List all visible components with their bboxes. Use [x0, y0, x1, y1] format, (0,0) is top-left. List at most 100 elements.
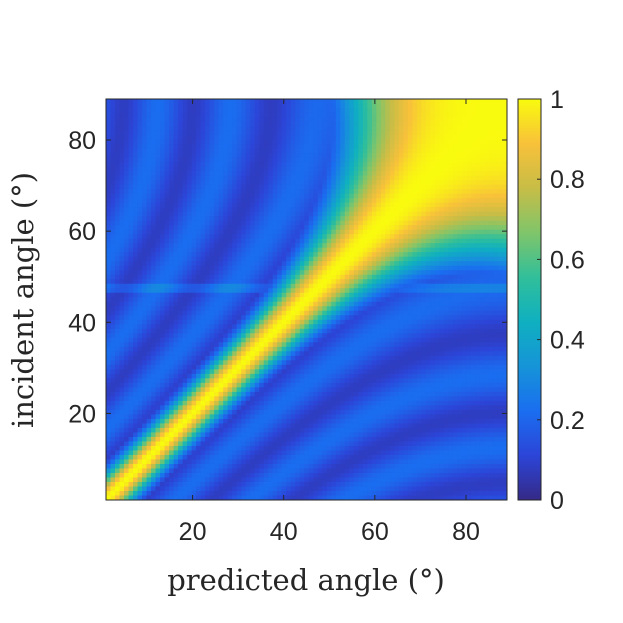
heatmap-cell — [200, 279, 206, 285]
heatmap-cell — [407, 238, 413, 244]
heatmap-cell — [236, 184, 242, 190]
heatmap-cell — [484, 193, 490, 199]
heatmap-cell — [250, 180, 256, 186]
heatmap-cell — [502, 198, 507, 204]
heatmap-cell — [317, 216, 323, 222]
heatmap-cell — [502, 148, 507, 154]
heatmap-cell — [457, 139, 463, 145]
heatmap-cell — [349, 261, 355, 267]
heatmap-cell — [353, 252, 359, 258]
heatmap-cell — [448, 162, 454, 168]
heatmap-cell — [416, 270, 422, 276]
heatmap-cell — [367, 112, 373, 118]
heatmap-cell — [178, 306, 184, 312]
heatmap-cell — [421, 234, 427, 240]
heatmap-cell — [295, 342, 301, 348]
heatmap-cell — [380, 166, 386, 172]
heatmap-cell — [335, 261, 341, 267]
heatmap-cell — [209, 346, 215, 352]
heatmap-cell — [218, 198, 224, 204]
heatmap-cell — [380, 148, 386, 154]
heatmap-cell — [169, 139, 175, 145]
heatmap-cell — [250, 148, 256, 154]
heatmap-cell — [241, 319, 247, 325]
heatmap-cell — [227, 108, 233, 114]
heatmap-cell — [493, 306, 499, 312]
heatmap-cell — [142, 274, 148, 280]
heatmap-cell — [169, 342, 175, 348]
heatmap-cell — [182, 162, 188, 168]
heatmap-cell — [335, 297, 341, 303]
heatmap-cell — [443, 261, 450, 267]
heatmap-cell — [448, 297, 454, 303]
heatmap-cell — [439, 229, 445, 235]
heatmap-cell — [290, 130, 296, 136]
heatmap-cell — [376, 180, 382, 186]
heatmap-cell — [479, 288, 486, 294]
heatmap-cell — [106, 229, 112, 235]
heatmap-cell — [335, 144, 341, 150]
heatmap-cell — [173, 252, 179, 258]
heatmap-cell — [389, 202, 395, 208]
heatmap-cell — [245, 261, 251, 267]
heatmap-cell — [457, 274, 463, 280]
heatmap-cell — [115, 126, 121, 132]
heatmap-cell — [452, 234, 459, 240]
heatmap-cell — [178, 310, 184, 316]
heatmap-cell — [245, 117, 251, 123]
heatmap-cell — [335, 211, 341, 217]
heatmap-cell — [110, 202, 116, 208]
heatmap-cell — [295, 108, 301, 114]
heatmap-cell — [412, 153, 418, 159]
heatmap-cell — [214, 180, 220, 186]
heatmap-cell — [124, 171, 130, 177]
heatmap-cell — [299, 103, 305, 109]
heatmap-cell — [475, 256, 481, 262]
heatmap-cell — [151, 225, 157, 231]
heatmap-cell — [137, 108, 143, 114]
heatmap-cell — [493, 297, 499, 303]
heatmap-cell — [317, 261, 323, 267]
heatmap-cell — [128, 270, 134, 276]
heatmap-cell — [430, 252, 436, 258]
heatmap-cell — [326, 292, 332, 298]
heatmap-cell — [317, 117, 323, 123]
heatmap-cell — [434, 121, 441, 127]
heatmap-cell — [362, 112, 368, 118]
heatmap-cell — [272, 261, 278, 267]
heatmap-cell — [115, 256, 121, 262]
heatmap-cell — [124, 198, 130, 204]
heatmap-cell — [358, 126, 364, 132]
heatmap-cell — [479, 346, 486, 352]
heatmap-cell — [295, 202, 301, 208]
heatmap-cell — [344, 189, 350, 195]
heatmap-cell — [497, 144, 504, 150]
heatmap-cell — [196, 99, 202, 105]
heatmap-cell — [403, 117, 409, 123]
heatmap-cell — [214, 333, 220, 339]
heatmap-cell — [479, 184, 486, 190]
heatmap-cell — [205, 225, 211, 231]
heatmap-cell — [187, 229, 193, 235]
heatmap-cell — [200, 148, 206, 154]
heatmap-cell — [304, 234, 310, 240]
heatmap-cell — [362, 225, 368, 231]
heatmap-cell — [169, 270, 175, 276]
heatmap-cell — [376, 274, 382, 280]
heatmap-cell — [493, 234, 499, 240]
heatmap-cell — [412, 99, 418, 105]
heatmap-cell — [191, 139, 197, 145]
heatmap-cell — [128, 153, 134, 159]
heatmap-cell — [268, 211, 274, 217]
heatmap-cell — [182, 121, 188, 127]
heatmap-cell — [232, 112, 238, 118]
heatmap-cell — [484, 103, 490, 109]
heatmap-cell — [353, 189, 359, 195]
heatmap-cell — [250, 135, 256, 141]
heatmap-cell — [223, 333, 229, 339]
heatmap-cell — [389, 238, 395, 244]
heatmap-cell — [439, 301, 445, 307]
heatmap-cell — [448, 153, 454, 159]
heatmap-cell — [376, 324, 382, 330]
heatmap-cell — [128, 202, 134, 208]
